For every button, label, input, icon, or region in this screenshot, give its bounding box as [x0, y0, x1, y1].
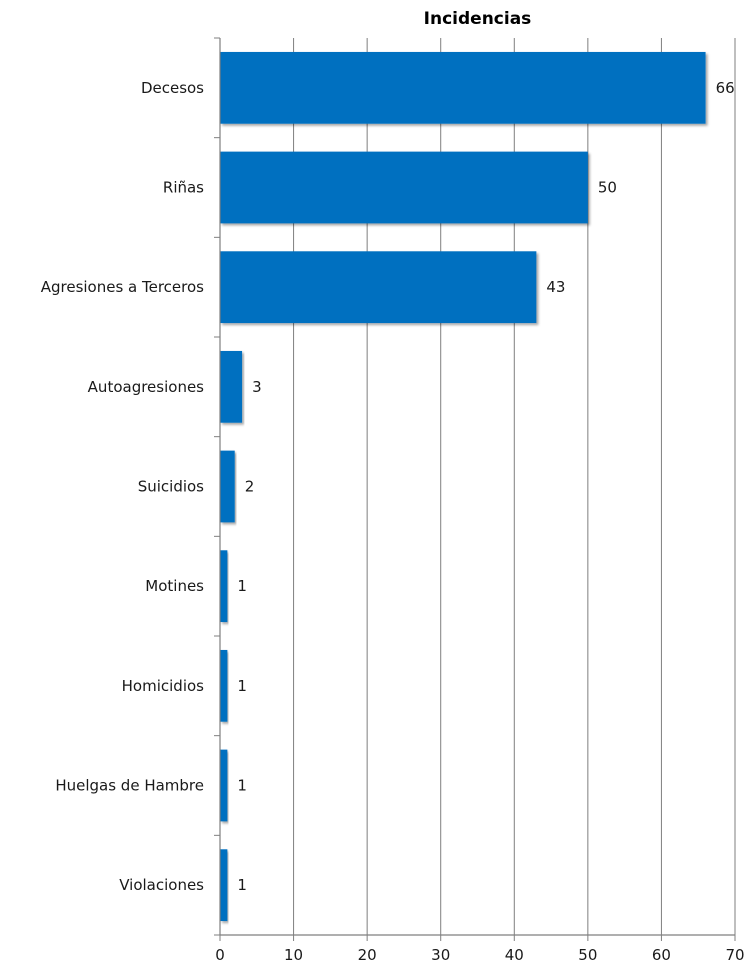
x-tick-label-70: 70	[725, 946, 744, 964]
data-label-motines: 1	[237, 577, 247, 595]
category-label-autoagresiones: Autoagresiones	[88, 378, 205, 396]
data-label-violaciones: 1	[237, 876, 247, 894]
bars	[220, 51, 706, 922]
category-label-decesos: Decesos	[141, 79, 204, 97]
data-label-rinas: 50	[598, 179, 617, 197]
x-tick-label-40: 40	[505, 946, 524, 964]
x-tick-label-20: 20	[358, 946, 377, 964]
x-tick-label-30: 30	[431, 946, 450, 964]
bar-huelgas-de-hambre	[220, 749, 228, 822]
category-label-huelgas-de-hambre: Huelgas de Hambre	[55, 777, 204, 795]
x-tick-label-10: 10	[284, 946, 303, 964]
x-tick-label-50: 50	[578, 946, 597, 964]
data-label-agresiones-a-terceros: 43	[546, 278, 565, 296]
category-label-agresiones-a-terceros: Agresiones a Terceros	[41, 278, 204, 296]
chart-title: Incidencias	[424, 9, 532, 29]
category-labels: Decesos Riñas Agresiones a Terceros Autoagr…	[41, 79, 204, 894]
category-label-suicidios: Suicidios	[138, 478, 204, 496]
bar-rinas	[220, 151, 588, 224]
bar-agresiones-a-terceros	[220, 251, 537, 324]
category-label-violaciones: Violaciones	[119, 876, 204, 894]
axes	[214, 37, 736, 941]
x-tick-label-0: 0	[215, 946, 225, 964]
bar-motines	[220, 550, 228, 623]
data-labels: 66 50 43 3 2 1 1 1 1	[237, 79, 734, 894]
data-label-huelgas-de-hambre: 1	[237, 777, 247, 795]
category-label-motines: Motines	[145, 577, 204, 595]
data-label-decesos: 66	[716, 79, 735, 97]
data-label-homicidios: 1	[237, 677, 247, 695]
data-label-suicidios: 2	[245, 478, 255, 496]
bar-violaciones	[220, 849, 228, 922]
data-label-autoagresiones: 3	[252, 378, 262, 396]
bar-decesos	[220, 51, 706, 124]
category-label-rinas: Riñas	[163, 179, 204, 197]
x-axis-tick-labels: 0 10 20 30 40 50 60 70	[215, 946, 744, 964]
bar-autoagresiones	[220, 350, 243, 423]
bar-suicidios	[220, 450, 235, 523]
x-tick-label-60: 60	[652, 946, 671, 964]
bar-homicidios	[220, 649, 228, 722]
category-label-homicidios: Homicidios	[122, 677, 205, 695]
